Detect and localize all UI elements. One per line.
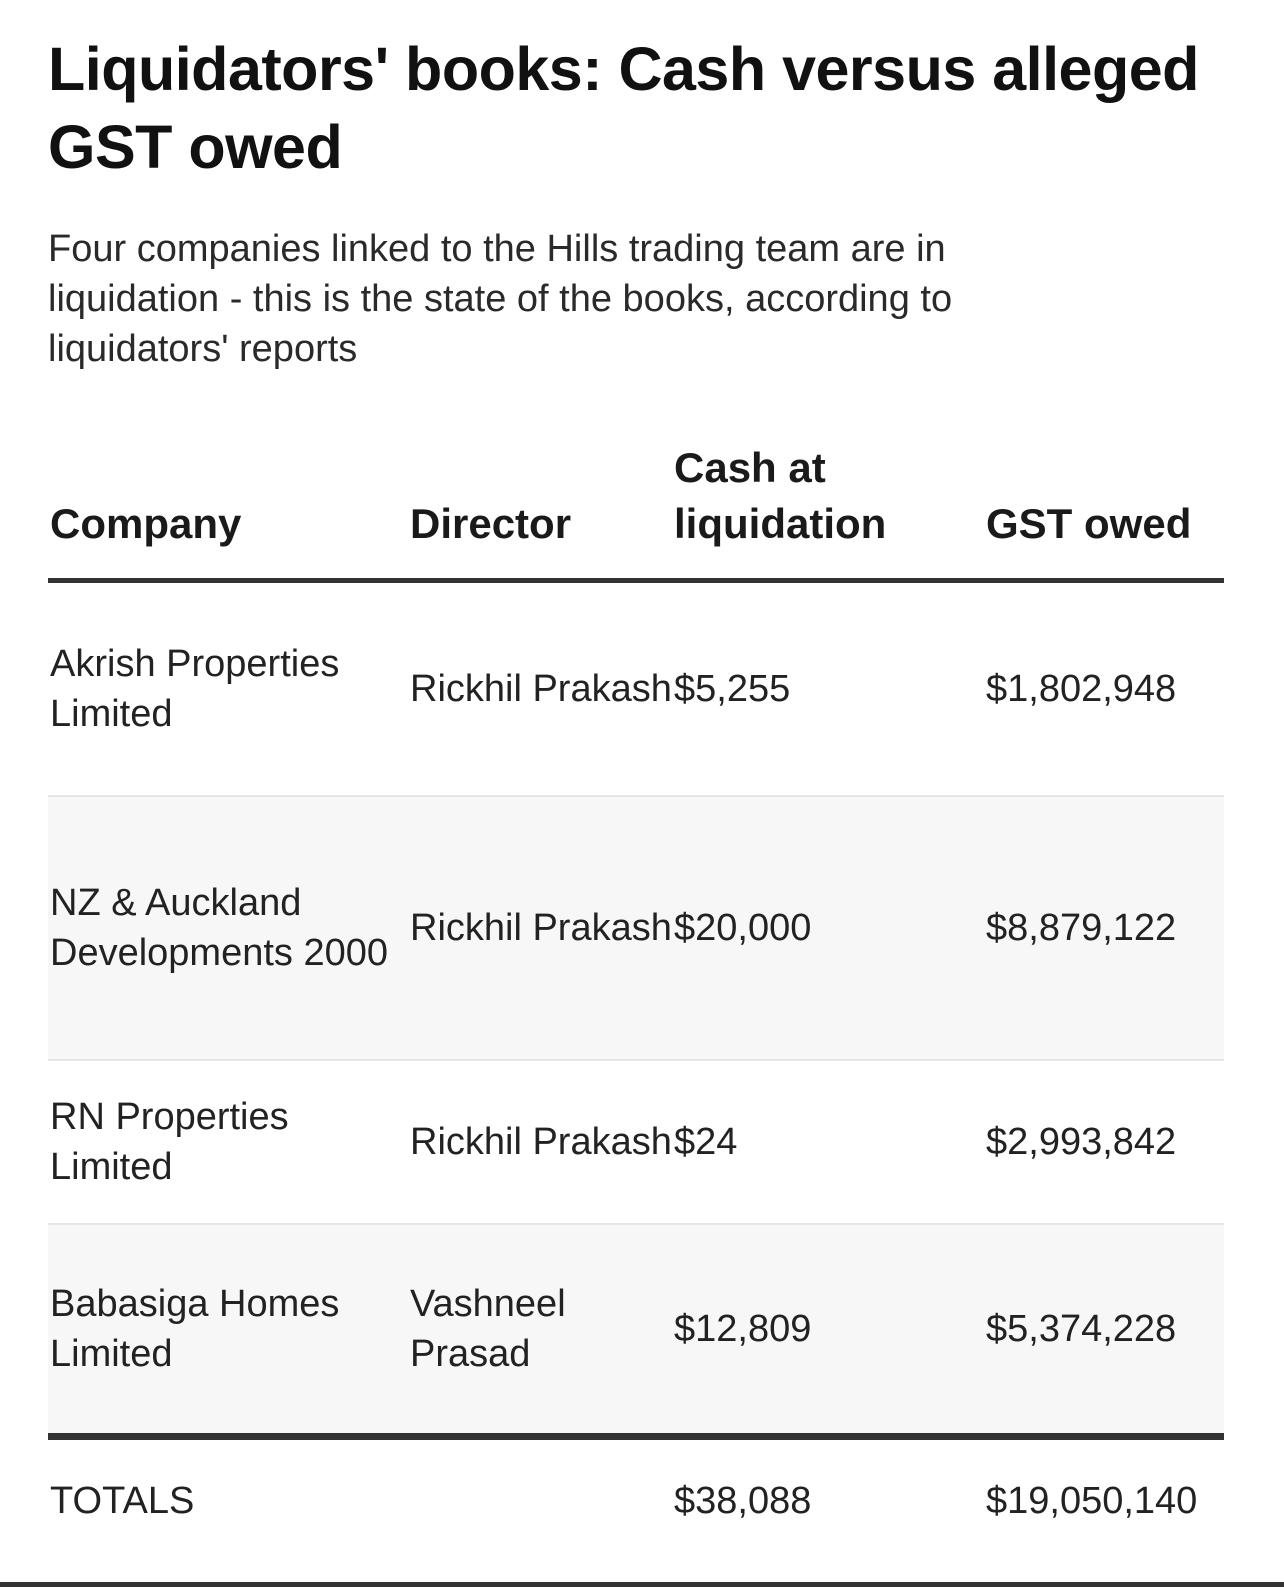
cell-director: Vashneel Prasad xyxy=(410,1283,566,1375)
page-title: Liquidators' books: Cash versus alleged … xyxy=(48,35,1199,181)
page-subtitle: Four companies linked to the Hills tradi… xyxy=(48,228,953,370)
cell-director: Rickhil Prakash xyxy=(410,907,672,949)
column-header-cash: Cash at liquidation xyxy=(672,440,984,583)
cell-cash: $12,809 xyxy=(674,1308,812,1350)
cell-gst: $2,993,842 xyxy=(986,1121,1177,1163)
cell-company: RN Properties Limited xyxy=(50,1096,289,1188)
cell-gst: $1,802,948 xyxy=(986,668,1177,710)
totals-cash: $38,088 xyxy=(674,1480,812,1522)
cell-gst: $5,374,228 xyxy=(986,1308,1177,1350)
cell-company: Babasiga Homes Limited xyxy=(50,1283,340,1375)
cell-gst: $8,879,122 xyxy=(986,907,1177,949)
totals-director xyxy=(408,1437,672,1563)
chart-header: Liquidators' books: Cash versus alleged … xyxy=(48,30,1224,374)
cell-company: NZ & Auckland Developments 2000 xyxy=(50,882,388,974)
table-row: NZ & Auckland Developments 2000 Rickhil … xyxy=(48,796,1224,1060)
liquidation-table: Company Director Cash at liquidation GST… xyxy=(48,440,1224,1562)
column-header-gst: GST owed xyxy=(984,440,1224,583)
cell-director: Rickhil Prakash xyxy=(410,1121,672,1163)
totals-row: TOTALS $38,088 $19,050,140 xyxy=(48,1437,1224,1563)
cell-director: Rickhil Prakash xyxy=(410,668,672,710)
table-row: Babasiga Homes Limited Vashneel Prasad $… xyxy=(48,1224,1224,1437)
column-header-company: Company xyxy=(48,440,408,583)
table-row: Akrish Properties Limited Rickhil Prakas… xyxy=(48,581,1224,796)
bottom-divider xyxy=(0,1582,1284,1587)
cell-cash: $20,000 xyxy=(674,907,812,949)
cell-company: Akrish Properties Limited xyxy=(50,643,340,735)
table-header-row: Company Director Cash at liquidation GST… xyxy=(48,440,1224,583)
cell-cash: $5,255 xyxy=(674,668,791,710)
totals-gst: $19,050,140 xyxy=(986,1480,1198,1522)
totals-label: TOTALS xyxy=(50,1480,195,1522)
column-header-director: Director xyxy=(408,440,672,583)
table-row: RN Properties Limited Rickhil Prakash $2… xyxy=(48,1060,1224,1224)
cell-cash: $24 xyxy=(674,1121,738,1163)
